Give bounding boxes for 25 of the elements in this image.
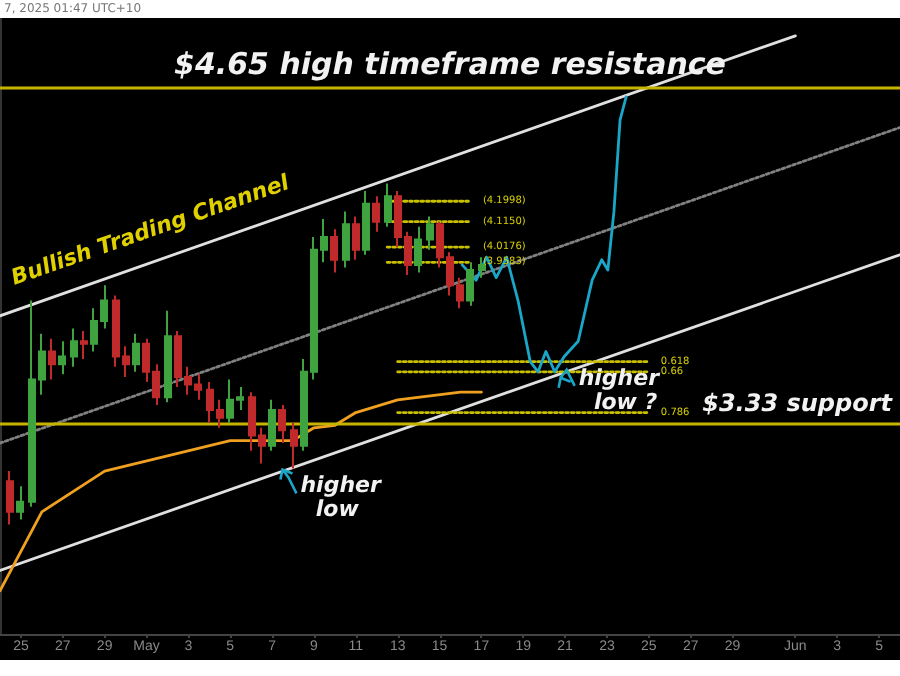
candlestick — [16, 485, 24, 521]
candlestick — [164, 309, 172, 404]
annotation: higher low — [300, 472, 382, 523]
candlestick — [6, 470, 14, 526]
candlestick — [478, 256, 486, 279]
candlestick — [352, 215, 360, 261]
candlestick — [466, 261, 474, 307]
candlestick — [372, 195, 380, 233]
candlestick — [48, 337, 56, 381]
candlestick — [268, 398, 276, 452]
candlestick — [278, 403, 286, 445]
ref-line-label: $3.33 support — [702, 388, 895, 417]
candlestick — [426, 215, 434, 251]
candlestick — [70, 327, 78, 368]
candlestick — [384, 182, 392, 228]
candlestick — [290, 421, 298, 470]
candlestick — [414, 225, 422, 274]
candlestick — [58, 340, 66, 376]
candlestick — [80, 330, 88, 361]
ref-line-label: $4.65 high timeframe resistance — [174, 45, 726, 82]
candlestick — [362, 190, 370, 256]
candlestick — [342, 210, 350, 269]
candlestick — [330, 228, 338, 274]
annotation: higher low ? — [578, 364, 661, 415]
candlestick — [132, 332, 140, 373]
